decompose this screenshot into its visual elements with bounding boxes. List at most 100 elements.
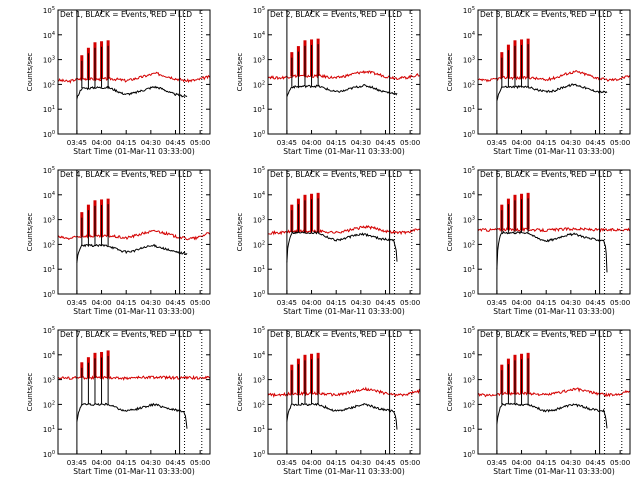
- x-tick-label: 04:15: [116, 459, 136, 467]
- y-tick-label: 101: [253, 425, 265, 434]
- panel-title: Det 5, BLACK = Events, RED = LLD: [270, 170, 402, 179]
- y-tick-label: 105: [463, 326, 475, 335]
- x-tick-label: 04:00: [301, 459, 321, 467]
- x-tick-label: 03:45: [487, 139, 507, 147]
- x-tick-label: 04:15: [326, 299, 346, 307]
- events-series-line: [76, 402, 188, 429]
- x-tick-label: 04:30: [561, 459, 581, 467]
- x-axis-label: Start Time (01-Mar-11 03:33:00): [283, 467, 405, 476]
- y-tick-label: 103: [43, 216, 55, 225]
- lld-series-line: [477, 387, 631, 398]
- y-axis-label: Counts/sec: [236, 53, 244, 92]
- y-tick-label: 100: [253, 450, 265, 459]
- y-tick-label: 105: [43, 6, 55, 15]
- y-tick-label: 100: [463, 450, 475, 459]
- y-tick-label: 100: [253, 130, 265, 139]
- y-tick-label: 102: [43, 240, 55, 249]
- x-tick-label: 05:00: [190, 299, 210, 307]
- x-tick-label: 03:45: [67, 299, 87, 307]
- y-tick-label: 102: [463, 80, 475, 89]
- x-tick-label: 04:30: [351, 139, 371, 147]
- panel-title: Det 6, BLACK = Events, RED = LLD: [480, 170, 612, 179]
- y-axis-label: Counts/sec: [236, 213, 244, 252]
- y-tick-label: 104: [253, 31, 265, 40]
- panel-title: Det 2, BLACK = Events, RED = LLD: [270, 10, 402, 19]
- x-tick-label: 03:45: [67, 139, 87, 147]
- panel-title: Det 8, BLACK = Events, RED = LLD: [270, 330, 402, 339]
- chart-panel-det-6: 100 101 102 103 104 105 03:45 04:00 04:15 04:30 04…: [446, 166, 631, 316]
- y-tick-label: 103: [463, 56, 475, 65]
- x-tick-label: 04:00: [511, 299, 531, 307]
- y-tick-label: 102: [43, 400, 55, 409]
- x-tick-label: 04:45: [165, 299, 185, 307]
- x-axis-label: Start Time (01-Mar-11 03:33:00): [73, 307, 195, 316]
- y-axis-label: Counts/sec: [446, 53, 454, 92]
- y-tick-label: 102: [253, 400, 265, 409]
- x-tick-label: 04:15: [536, 139, 556, 147]
- y-tick-label: 101: [253, 265, 265, 274]
- y-axis-label: Counts/sec: [26, 213, 34, 252]
- y-axis-label: Counts/sec: [26, 373, 34, 412]
- x-tick-label: 05:00: [610, 139, 630, 147]
- x-tick-label: 03:45: [487, 299, 507, 307]
- x-axis-label: Start Time (01-Mar-11 03:33:00): [283, 147, 405, 156]
- plot-frame: [57, 9, 211, 135]
- y-tick-label: 103: [43, 56, 55, 65]
- x-tick-label: 04:00: [91, 139, 111, 147]
- chart-panel-det-2: 100 101 102 103 104 105 03:45 04:00 04:15 04:30 04…: [236, 6, 421, 156]
- y-tick-label: 103: [43, 376, 55, 385]
- plot-frame: [57, 329, 211, 455]
- events-series-line: [76, 85, 188, 100]
- panel-title: Det 7, BLACK = Events, RED = LLD: [60, 330, 192, 339]
- x-tick-label: 03:45: [277, 139, 297, 147]
- x-tick-label: 04:45: [585, 139, 605, 147]
- y-tick-label: 102: [43, 80, 55, 89]
- y-tick-label: 103: [253, 56, 265, 65]
- y-tick-label: 103: [253, 216, 265, 225]
- y-tick-label: 100: [43, 290, 55, 299]
- panel-title: Det 9, BLACK = Events, RED = LLD: [480, 330, 612, 339]
- y-tick-label: 105: [253, 166, 265, 175]
- chart-panel-det-8: 100 101 102 103 104 105 03:45 04:00 04:15 04:30 04…: [236, 326, 421, 476]
- y-axis-label: Counts/sec: [26, 53, 34, 92]
- y-tick-label: 100: [43, 450, 55, 459]
- x-tick-label: 04:30: [561, 139, 581, 147]
- chart-panel-det-1: 100 101 102 103 104 105 03:45 04:00 04:15 04:30 04…: [26, 6, 211, 156]
- events-series-line: [286, 230, 398, 263]
- y-tick-label: 105: [43, 326, 55, 335]
- x-tick-label: 04:45: [375, 299, 395, 307]
- y-tick-label: 101: [463, 265, 475, 274]
- events-series-line: [286, 402, 398, 430]
- x-tick-label: 04:00: [91, 299, 111, 307]
- y-tick-label: 101: [463, 105, 475, 114]
- x-tick-label: 04:30: [141, 139, 161, 147]
- chart-panel-det-9: 100 101 102 103 104 105 03:45 04:00 04:15 04:30 04…: [446, 326, 631, 476]
- y-tick-label: 105: [253, 6, 265, 15]
- x-tick-label: 04:00: [511, 459, 531, 467]
- x-tick-label: 04:30: [351, 459, 371, 467]
- x-tick-label: 04:30: [351, 299, 371, 307]
- x-axis-label: Start Time (01-Mar-11 03:33:00): [493, 467, 615, 476]
- y-tick-label: 105: [43, 166, 55, 175]
- x-tick-label: 04:15: [326, 459, 346, 467]
- lld-series-line: [57, 374, 211, 381]
- y-tick-label: 104: [43, 191, 55, 200]
- x-axis-label: Start Time (01-Mar-11 03:33:00): [493, 147, 615, 156]
- y-tick-label: 104: [253, 191, 265, 200]
- y-tick-label: 105: [253, 326, 265, 335]
- events-series-line: [496, 402, 608, 429]
- y-tick-label: 105: [463, 166, 475, 175]
- y-tick-label: 100: [463, 130, 475, 139]
- events-series-line: [286, 83, 398, 97]
- panel-title: Det 1, BLACK = Events, RED = LLD: [60, 10, 192, 19]
- plot-frame: [477, 329, 631, 455]
- x-axis-label: Start Time (01-Mar-11 03:33:00): [73, 467, 195, 476]
- x-tick-label: 05:00: [400, 139, 420, 147]
- x-tick-label: 04:45: [585, 459, 605, 467]
- x-tick-label: 03:45: [277, 299, 297, 307]
- y-tick-label: 100: [463, 290, 475, 299]
- y-tick-label: 101: [43, 105, 55, 114]
- x-tick-label: 04:45: [165, 459, 185, 467]
- x-tick-label: 04:00: [301, 299, 321, 307]
- y-tick-label: 104: [43, 351, 55, 360]
